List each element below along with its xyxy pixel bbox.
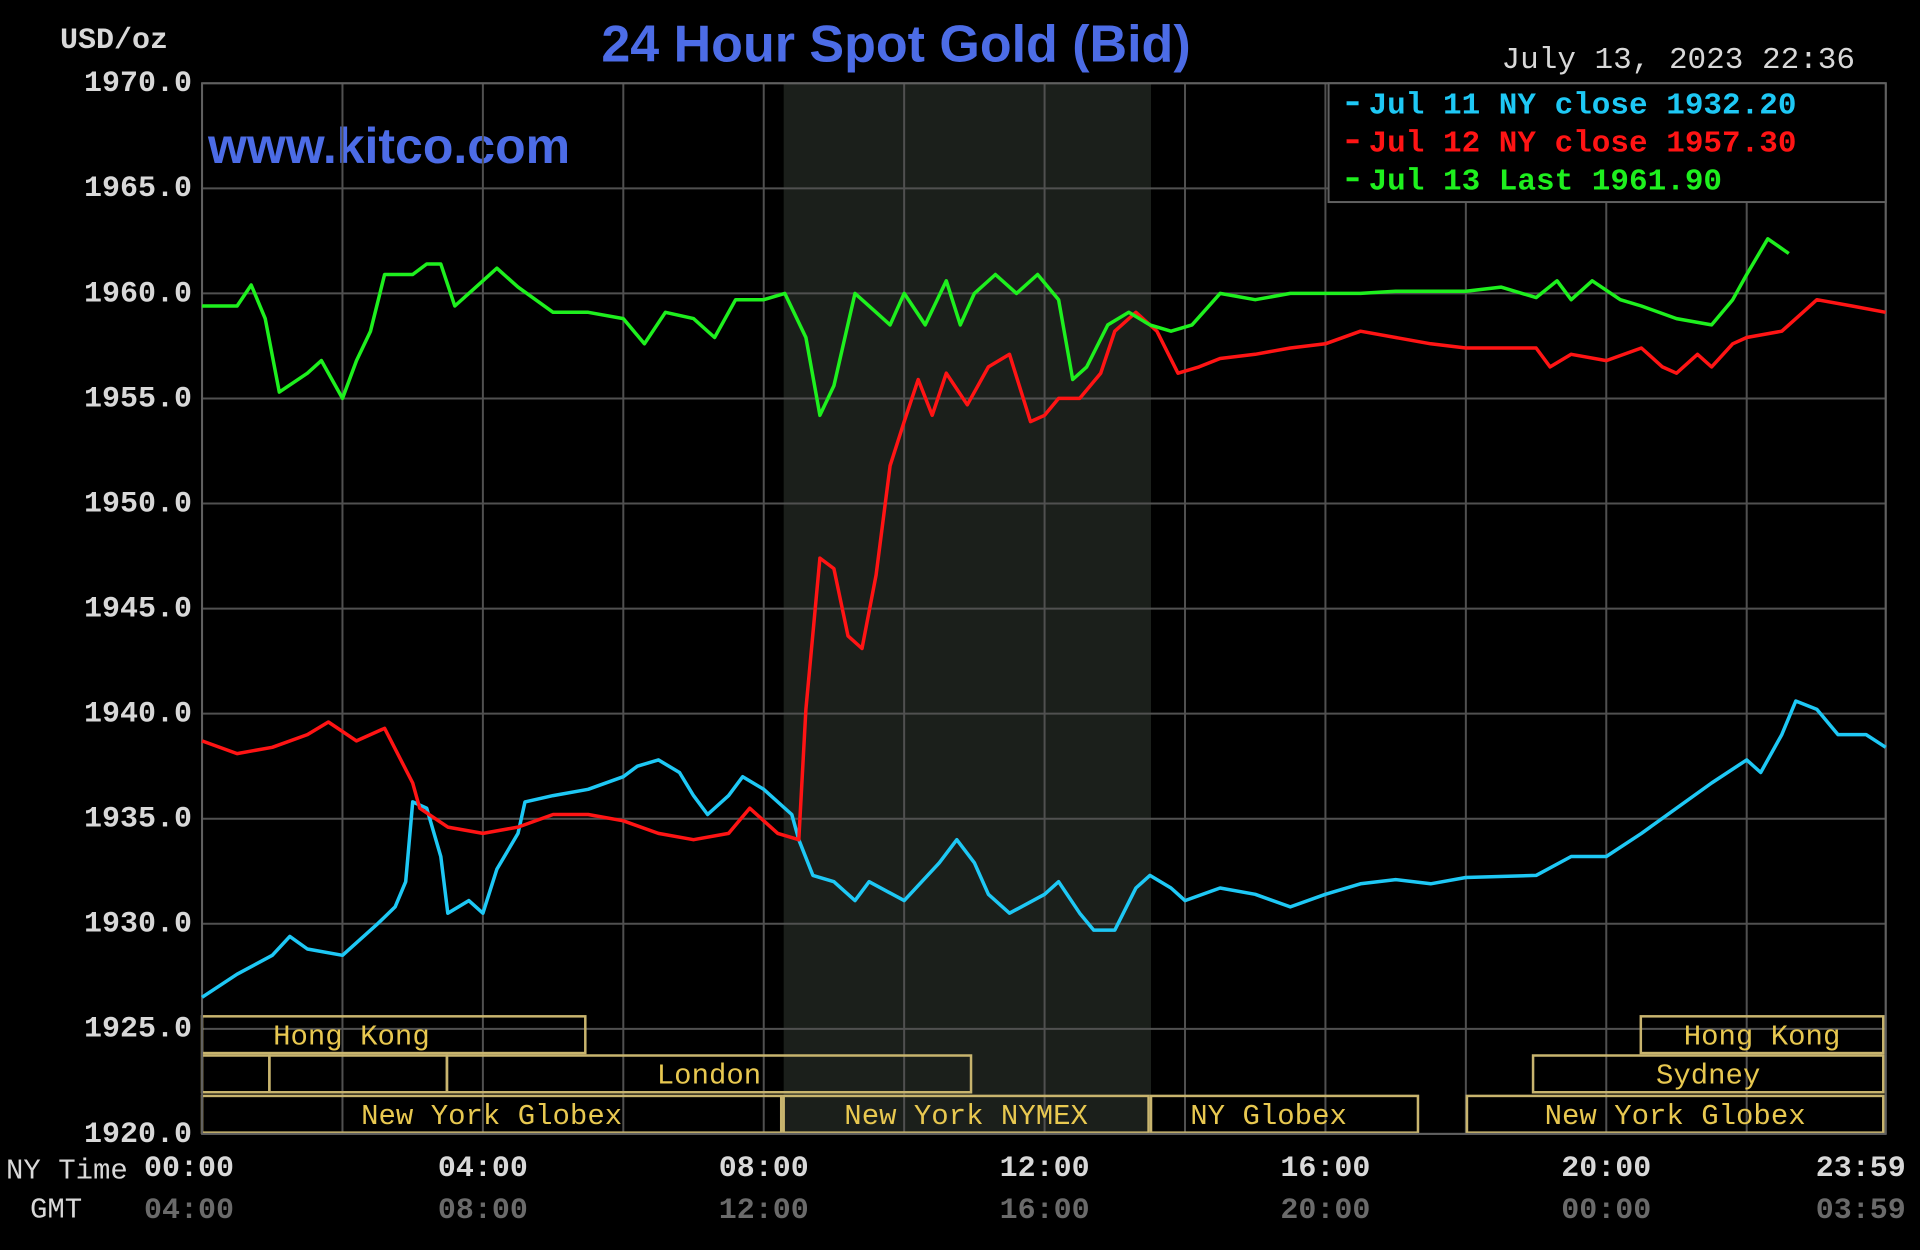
x-tick-label: 23:59: [1816, 1152, 1906, 1186]
x-tick-label: 20:00: [1561, 1152, 1651, 1186]
x2-tick-label: 12:00: [719, 1194, 809, 1228]
session-box: [1531, 1054, 1885, 1094]
plot-frame: [201, 82, 1887, 1135]
timestamp: July 13, 2023 22:36: [1502, 43, 1855, 78]
y-tick-label: 1945.0: [84, 592, 192, 626]
x2-tick-label: 04:00: [144, 1194, 234, 1228]
series-line: [202, 237, 1790, 418]
session-label: Hong Kong: [273, 1020, 430, 1053]
x-tick-label: 04:00: [438, 1152, 528, 1186]
watermark: www.kitco.com: [207, 118, 570, 174]
session-label: Sydney: [1656, 1060, 1760, 1093]
legend-label: Jul 13 Last 1961.90: [1369, 164, 1722, 199]
x-tick-label: 16:00: [1280, 1152, 1370, 1186]
x2-tick-label: 03:59: [1816, 1194, 1906, 1228]
y-tick-label: 1935.0: [84, 803, 192, 837]
x-tick-label: 12:00: [1000, 1152, 1090, 1186]
y-tick-label: 1970.0: [84, 67, 192, 101]
series-line: [201, 297, 1887, 842]
session-label: NY Globex: [1190, 1100, 1347, 1133]
y-tick-label: 1920.0: [84, 1118, 192, 1152]
series-line: [201, 699, 1887, 999]
y-tick-label: 1930.0: [84, 908, 192, 942]
session-label: London: [657, 1060, 761, 1093]
x-axis-label: NY Time: [6, 1155, 128, 1188]
session-box: [1149, 1094, 1420, 1134]
y-tick-label: 1965.0: [84, 172, 192, 206]
legend-label: Jul 11 NY close 1932.20: [1369, 88, 1797, 123]
session-box: [782, 1094, 1150, 1134]
y-tick-label: 1925.0: [84, 1013, 192, 1047]
session-box: [445, 1054, 973, 1094]
x2-tick-label: 00:00: [1561, 1194, 1651, 1228]
legend-box: [1327, 82, 1887, 204]
session-box: [1639, 1015, 1885, 1055]
y-tick-label: 1955.0: [84, 382, 192, 416]
session-box: [1465, 1094, 1885, 1134]
session-label: Hong Kong: [1684, 1020, 1841, 1053]
x2-tick-label: 20:00: [1280, 1194, 1370, 1228]
session-label: New York Globex: [1545, 1100, 1806, 1133]
y-tick-label: 1940.0: [84, 698, 192, 732]
chart-title: 24 Hour Spot Gold (Bid): [601, 16, 1190, 74]
legend-label: Jul 12 NY close 1957.30: [1369, 126, 1797, 161]
y-axis-label: USD/oz: [60, 24, 168, 58]
x2-tick-label: 08:00: [438, 1194, 528, 1228]
x-tick-label: 00:00: [144, 1152, 234, 1186]
x2-axis-label: GMT: [30, 1194, 82, 1227]
y-tick-label: 1960.0: [84, 277, 192, 311]
session-label: New York NYMEX: [844, 1100, 1088, 1133]
session-label: New York Globex: [361, 1100, 622, 1133]
x2-tick-label: 16:00: [1000, 1194, 1090, 1228]
y-tick-label: 1950.0: [84, 487, 192, 521]
x-tick-label: 08:00: [719, 1152, 809, 1186]
